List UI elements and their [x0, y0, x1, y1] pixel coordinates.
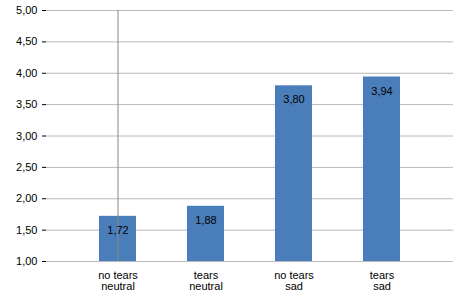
svg-text:4,00: 4,00 [16, 67, 37, 79]
svg-text:2,00: 2,00 [16, 192, 37, 204]
svg-text:3,94: 3,94 [371, 85, 392, 97]
svg-text:tearssad: tearssad [370, 269, 395, 292]
svg-text:1,72: 1,72 [107, 224, 128, 236]
svg-text:1,50: 1,50 [16, 224, 37, 236]
svg-text:3,50: 3,50 [16, 98, 37, 110]
svg-text:3,80: 3,80 [283, 93, 304, 105]
svg-text:no tearssad: no tearssad [274, 269, 314, 292]
svg-text:3,00: 3,00 [16, 130, 37, 142]
svg-text:5,00: 5,00 [16, 4, 37, 16]
svg-text:1,88: 1,88 [195, 214, 216, 226]
svg-text:no tearsneutral: no tearsneutral [98, 269, 138, 292]
svg-text:1,00: 1,00 [16, 255, 37, 267]
svg-text:tearsneutral: tearsneutral [189, 269, 223, 292]
svg-text:4,50: 4,50 [16, 35, 37, 47]
svg-text:2,50: 2,50 [16, 161, 37, 173]
